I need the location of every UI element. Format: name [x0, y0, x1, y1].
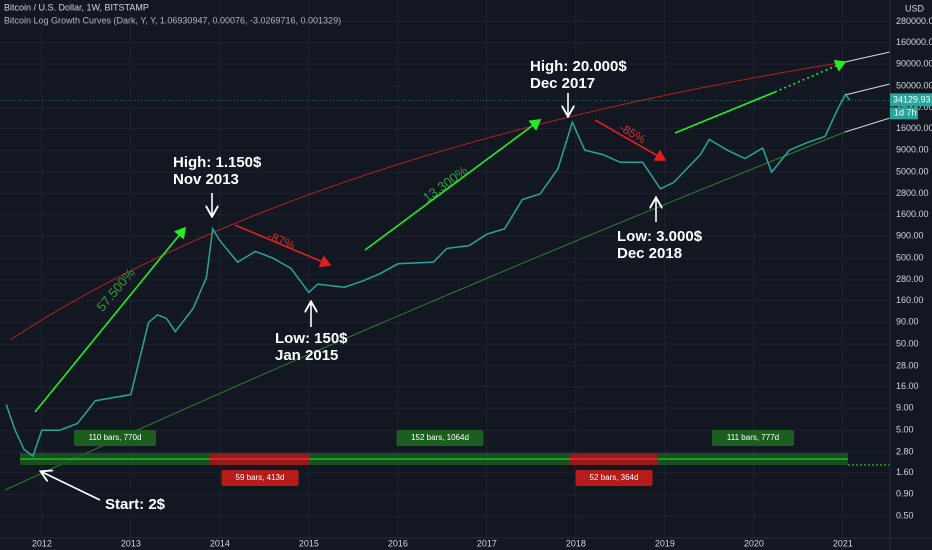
upper-curve: [9, 61, 846, 341]
annotation: High: 20.000$: [530, 58, 627, 75]
countdown-tag: [890, 107, 918, 120]
x-tick-label: 2021: [833, 538, 853, 548]
y-tick-label: 5000.00: [896, 166, 929, 176]
symbol: Bitcoin / U.S. Dollar, 1W, BITSTAMP: [4, 2, 149, 12]
annotation: Jan 2015: [275, 347, 338, 364]
arrows: [34, 59, 847, 501]
y-tick-label: 5.00: [896, 425, 914, 435]
percent-label: 57.500%: [93, 265, 138, 314]
curve-extension: [844, 51, 891, 133]
plot: [0, 93, 890, 458]
y-tick-label: 16.00: [896, 381, 919, 391]
x-tick-label: 2017: [477, 538, 497, 548]
y-tick-label: 160000.00: [896, 37, 932, 47]
y-tick-label: 0.90: [896, 489, 914, 499]
countdown: 1d 7h: [894, 108, 917, 118]
arrow: [594, 119, 667, 161]
price-line: [5, 93, 851, 458]
ranges: 110 bars, 770d 59 bars, 413d 152 bars, 106…: [20, 430, 890, 486]
x-tick-label: 2015: [299, 538, 319, 548]
range-label: 152 bars, 1064d: [411, 433, 469, 442]
annotation: Low: 150$: [275, 330, 348, 347]
x-tick-label: 2019: [655, 538, 675, 548]
x-tick-label: 2018: [566, 538, 586, 548]
y-tick-label: 90.00: [896, 317, 919, 327]
y-tick-label: 160.00: [896, 295, 924, 305]
grid: [0, 0, 890, 538]
annotation: Low: 3.000$: [617, 228, 703, 245]
annotation: Dec 2017: [530, 75, 595, 92]
annotation: Dec 2018: [617, 245, 682, 262]
percent-label: -85%: [617, 120, 649, 146]
axis: 280000.00 160000.00 90000.00 50000.00 28000.…: [32, 16, 932, 548]
arrow: [234, 224, 332, 268]
range-tag: [221, 470, 299, 486]
y-tick-label: 280.00: [896, 274, 924, 284]
range-label: 111 bars, 777d: [727, 433, 779, 442]
x-tick-label: 2013: [121, 538, 141, 548]
y-tick-label: 280000.00: [896, 16, 932, 26]
y-tick-label: 900.00: [896, 231, 924, 241]
range-label: 110 bars, 770d: [89, 433, 142, 442]
x-tick-label: 2014: [210, 538, 230, 548]
indicator: Bitcoin Log Growth Curves (Dark, Y, Y, 1…: [4, 15, 341, 25]
x-tick-label: 2020: [744, 538, 764, 548]
y-tick-label: 28.00: [896, 360, 919, 370]
x-tick-label: 2016: [388, 538, 408, 548]
x-tick-label: 2012: [32, 538, 52, 548]
range-label: 52 bars, 364d: [590, 473, 639, 482]
y-tick-label: 28000.00: [896, 102, 932, 112]
arrow: [34, 226, 187, 413]
percent-label: -87%: [266, 229, 298, 253]
y-tick-label: 9.00: [896, 403, 914, 413]
annotation: High: 1.150$: [173, 154, 262, 171]
percent-label: 13.300%: [420, 163, 471, 206]
last-price-label: 34129.93: [893, 95, 931, 105]
arrow: [774, 59, 847, 93]
y-tick-label: 0.50: [896, 511, 914, 521]
y-tick-label: 50000.00: [896, 80, 932, 90]
annotation: Nov 2013: [173, 171, 239, 188]
annotation: Start: 2$: [105, 496, 166, 513]
y-tick-label: 16000.00: [896, 123, 932, 133]
range-tag: [74, 430, 156, 446]
range-tag: [712, 430, 794, 446]
arrow: [42, 472, 101, 501]
y-tick-label: 2800.00: [896, 188, 929, 198]
y-tick-label: 90000.00: [896, 58, 932, 68]
y-tick-label: 1.60: [896, 467, 914, 477]
y-tick-label: 50.00: [896, 339, 919, 349]
arrow: [674, 91, 776, 134]
range-tag: [396, 430, 484, 446]
y-tick-label: 9000.00: [896, 145, 929, 155]
arrow: [364, 119, 542, 251]
currency: USD: [905, 3, 925, 13]
y-tick-label: 1600.00: [896, 209, 929, 219]
y-tick-label: 2.80: [896, 446, 914, 456]
y-tick-label: 500.00: [896, 253, 924, 263]
range-label: 59 bars, 413d: [236, 473, 285, 482]
range-tag: [575, 470, 653, 486]
last-price-tag: [890, 93, 932, 107]
